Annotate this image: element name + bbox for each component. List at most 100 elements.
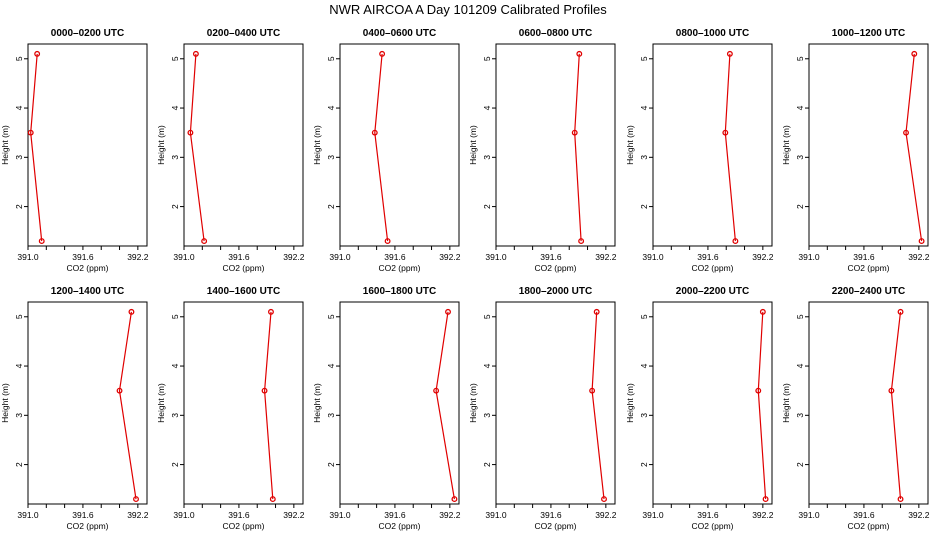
y-tick-label: 2 (326, 204, 336, 209)
y-tick-label: 2 (14, 204, 24, 209)
y-tick-label: 4 (639, 363, 649, 368)
x-tick-label: 392.2 (908, 252, 930, 262)
x-tick-label: 391.6 (228, 252, 250, 262)
x-axis-label: CO2 (ppm) (534, 521, 576, 531)
panel-grid: 0000–0200 UTC 391.0 391.6 392.2 2 3 4 5 CO2 (ppm… (0, 28, 930, 531)
x-tick-label: 391.6 (540, 252, 562, 262)
co2-profile-point (192, 50, 199, 57)
y-tick-label: 5 (482, 314, 492, 319)
co2-profile-line (263, 311, 274, 500)
plot-frame (495, 301, 616, 505)
y-tick-label: 4 (170, 105, 180, 110)
panel-12: 2200–2400 UTC 391.0 391.6 392.2 2 3 4 5 CO2 (ppm… (781, 286, 930, 531)
x-axis-label: CO2 (ppm) (847, 263, 889, 273)
co2-profile-point (451, 496, 458, 503)
y-axis-label: Height (m) (468, 383, 478, 423)
co2-profile-point (371, 129, 378, 136)
y-tick-label: 3 (639, 155, 649, 160)
x-tick-label: 391.6 (853, 510, 875, 520)
y-tick-label: 3 (170, 413, 180, 418)
y-tick-label: 4 (639, 105, 649, 110)
x-axis-label: CO2 (ppm) (222, 263, 264, 273)
co2-profile-point (755, 387, 762, 394)
x-tick-label: 392.2 (439, 252, 461, 262)
y-tick-label: 4 (326, 363, 336, 368)
y-axis-label: Height (m) (625, 125, 635, 165)
x-tick-label: 391.0 (329, 510, 351, 520)
y-tick-label: 5 (170, 56, 180, 61)
co2-profile-line (435, 311, 455, 500)
x-tick-label: 392.2 (127, 510, 149, 520)
co2-profile-point (379, 50, 386, 57)
y-tick-label: 5 (326, 314, 336, 319)
y-tick-label: 5 (326, 56, 336, 61)
plot-frame (339, 301, 460, 505)
co2-profile-point (601, 496, 607, 503)
co2-profile-point (187, 129, 194, 136)
co2-profile-line (574, 53, 582, 242)
x-axis-label: CO2 (ppm) (847, 521, 889, 531)
y-tick-label: 3 (482, 413, 492, 418)
y-tick-label: 3 (795, 155, 805, 160)
y-tick-label: 5 (482, 56, 492, 61)
y-tick-label: 4 (795, 105, 805, 110)
y-tick-label: 4 (795, 363, 805, 368)
y-tick-label: 3 (639, 413, 649, 418)
co2-profile-line (905, 53, 923, 242)
panel-title: 0800–1000 UTC (676, 28, 749, 39)
x-tick-label: 391.0 (173, 252, 195, 262)
panel-6: 1000–1200 UTC 391.0 391.6 392.2 2 3 4 5 CO2 (ppm… (781, 28, 930, 273)
x-tick-label: 391.0 (17, 252, 39, 262)
panel-title: 1200–1400 UTC (51, 286, 124, 297)
panel-title: 0000–0200 UTC (51, 28, 124, 39)
x-tick-label: 391.0 (642, 252, 664, 262)
co2-profile-point (762, 496, 769, 503)
co2-profile-point (268, 308, 274, 315)
y-axis-label: Height (m) (625, 383, 635, 423)
y-tick-label: 2 (170, 462, 180, 467)
x-tick-label: 391.0 (642, 510, 664, 520)
plot-frame (27, 43, 148, 247)
plot-frame (808, 43, 929, 247)
panel-10: 1800–2000 UTC 391.0 391.6 392.2 2 3 4 5 CO2 (ppm… (468, 286, 617, 531)
co2-profile-point (888, 387, 895, 394)
plot-frame (183, 43, 304, 247)
panel-title: 0400–0600 UTC (363, 28, 436, 39)
x-tick-label: 391.6 (228, 510, 250, 520)
panel-2: 0200–0400 UTC 391.0 391.6 392.2 2 3 4 5 CO2 (ppm… (156, 28, 305, 273)
y-tick-label: 3 (14, 155, 24, 160)
panel-title: 1000–1200 UTC (832, 28, 905, 39)
y-tick-label: 3 (326, 413, 336, 418)
y-tick-label: 2 (14, 462, 24, 467)
y-axis-label: Height (m) (468, 125, 478, 165)
y-tick-label: 2 (170, 204, 180, 209)
co2-profile-line (30, 53, 43, 242)
y-axis-label: Height (m) (312, 125, 322, 165)
x-tick-label: 392.2 (752, 252, 774, 262)
x-tick-label: 391.0 (17, 510, 39, 520)
panel-5: 0800–1000 UTC 391.0 391.6 392.2 2 3 4 5 CO2 (ppm… (625, 28, 774, 273)
panel-title: 2200–2400 UTC (832, 286, 905, 297)
y-tick-label: 3 (170, 155, 180, 160)
x-tick-label: 392.2 (283, 510, 305, 520)
co2-profile-line (890, 311, 902, 500)
x-tick-label: 392.2 (595, 252, 617, 262)
y-tick-label: 4 (14, 105, 24, 110)
y-tick-label: 5 (795, 56, 805, 61)
y-tick-label: 5 (14, 314, 24, 319)
co2-profile-point (726, 50, 733, 57)
y-tick-label: 2 (482, 462, 492, 467)
co2-profile-line (189, 53, 205, 242)
plot-frame (339, 43, 460, 247)
figure-title: NWR AIRCOA A Day 101209 Calibrated Profi… (329, 2, 607, 17)
y-tick-label: 4 (326, 105, 336, 110)
y-tick-label: 5 (639, 56, 649, 61)
x-axis-label: CO2 (ppm) (66, 263, 108, 273)
co2-profile-point (34, 50, 41, 57)
co2-profile-line (724, 53, 736, 242)
co2-profile-point (732, 238, 739, 245)
x-tick-label: 392.2 (595, 510, 617, 520)
y-tick-label: 4 (482, 363, 492, 368)
y-tick-label: 2 (482, 204, 492, 209)
